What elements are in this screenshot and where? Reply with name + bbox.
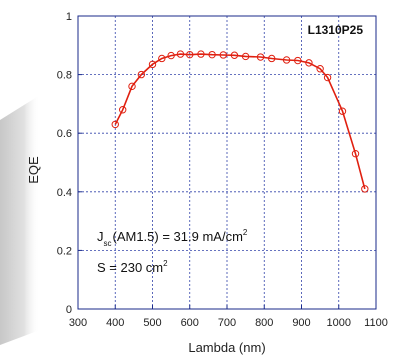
eqe-data-point (186, 50, 194, 59)
jsc-subscript: sc (104, 239, 112, 248)
y-tick-label: 0.8 (57, 70, 72, 82)
eqe-data-point (111, 120, 119, 129)
eqe-data-point (294, 56, 302, 65)
area-annotation: S = 230 cm2 (97, 259, 168, 275)
eqe-data-point (268, 54, 276, 63)
x-tick-label: 900 (292, 317, 310, 329)
y-tick-label: 0.6 (57, 128, 72, 140)
eqe-data-point (119, 106, 127, 114)
eqe-data-point (316, 65, 324, 73)
jsc-text: (AM1.5) = 31.9 mA/cm (113, 229, 243, 244)
x-tick-label: 800 (255, 317, 273, 329)
area-superscript: 2 (163, 259, 168, 268)
y-axis-title: EQE (26, 156, 41, 184)
eqe-data-point (197, 50, 205, 58)
eqe-data-point (351, 150, 360, 158)
eqe-data-point (305, 59, 313, 67)
x-tick-labels: 300 400 500 600 700 800 900 1000 1100 (69, 317, 388, 329)
area-text: S = 230 cm (97, 260, 163, 275)
eqe-data-point (128, 82, 136, 91)
x-axis-title: Lambda (nm) (188, 340, 265, 355)
eqe-data-point (148, 60, 157, 69)
eqe-data-point (208, 50, 216, 59)
axis-ticks (77, 15, 377, 310)
y-tick-label: 1 (66, 11, 72, 23)
eqe-series-line (114, 53, 366, 190)
eqe-data-point (338, 107, 347, 115)
y-tick-labels: 0 0.2 0.4 0.6 0.8 1 (57, 11, 72, 316)
eqe-data-point (361, 185, 369, 193)
eqe-data-point (219, 51, 227, 59)
x-tick-label: 700 (218, 317, 236, 329)
eqe-data-point (323, 73, 332, 82)
chart-title: L1310P25 (308, 23, 364, 37)
y-tick-label: 0.2 (57, 245, 72, 257)
y-tick-label: 0.4 (57, 187, 72, 199)
x-tick-label: 1000 (327, 317, 351, 329)
x-tick-label: 400 (106, 317, 124, 329)
x-tick-label: 600 (181, 317, 199, 329)
eqe-data-point (167, 51, 175, 60)
eqe-data-point (230, 51, 239, 59)
eqe-data-point (256, 53, 265, 61)
eqe-data-point (241, 52, 250, 61)
jsc-annotation: Jsc(AM1.5) = 31.9 mA/cm2 (97, 228, 248, 248)
x-tick-label: 1100 (364, 317, 388, 329)
eqe-data-point (176, 50, 185, 58)
x-tick-label: 500 (143, 317, 161, 329)
y-tick-label: 0 (66, 304, 72, 316)
series-layer (111, 50, 369, 193)
x-tick-label: 300 (69, 317, 87, 329)
jsc-superscript: 2 (243, 228, 248, 237)
eqe-data-point (158, 54, 166, 63)
jsc-symbol: J (97, 229, 104, 244)
eqe-data-point (282, 56, 291, 64)
eqe-data-point (137, 70, 146, 79)
